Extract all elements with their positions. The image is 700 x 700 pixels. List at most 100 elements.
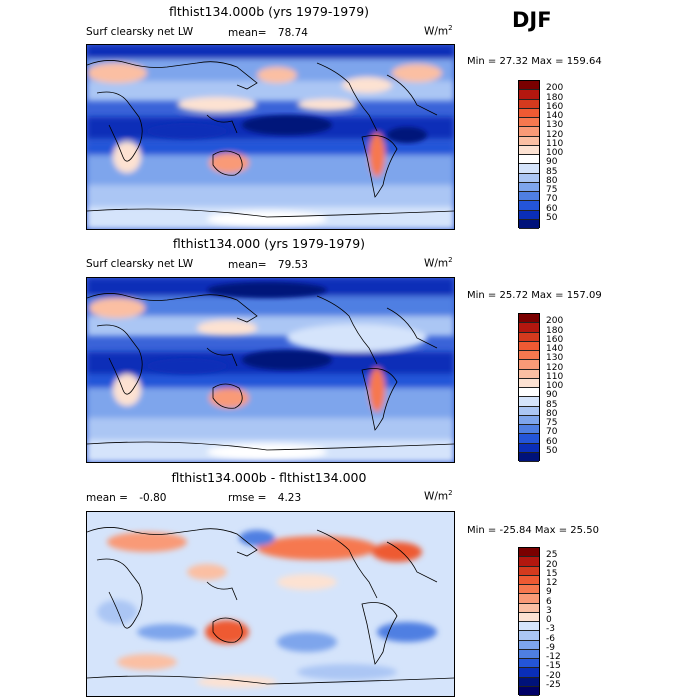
colorbar-swatch [519,136,539,146]
colorbar-swatch [519,99,539,109]
colorbar-swatch [519,548,539,558]
colorbar-swatch [519,612,539,622]
colorbar-tick-label: 75 [546,418,558,428]
colorbar-tick-label: 85 [546,399,558,410]
colorbar-swatch [519,173,539,183]
colorbar-tick-label: 75 [546,185,558,195]
colorbar-swatch [519,425,539,435]
colorbar-tick-label: 140 [546,111,564,121]
panel-1-mean: mean= 78.74 [228,27,308,39]
panel-1-title: flthist134.000b (yrs 1979-1979) [168,4,370,19]
colorbar-swatch [519,585,539,595]
colorbar-tick-label: 200 [546,83,564,94]
colorbar-tick-label: 100 [546,381,564,391]
colorbar-tick-label: -9 [546,642,555,653]
colorbar-tick-label: 20 [546,559,558,570]
panel-1-min-max: Min = 27.32 Max = 159.64 [467,56,602,67]
colorbar-swatch [519,686,539,696]
colorbar-swatch [519,452,539,462]
panel-3-units: W/m2 [424,489,453,503]
panel-2-colorbar [518,313,540,462]
colorbar-swatch [519,210,539,220]
colorbar-swatch [519,155,539,165]
colorbar-tick-label: 110 [546,138,564,149]
colorbar-tick-label: 50 [546,212,558,223]
colorbar-tick-label: 100 [546,148,564,158]
colorbar-swatch [519,631,539,641]
colorbar-swatch [519,677,539,687]
colorbar-swatch [519,341,539,351]
colorbar-tick-label: 130 [546,353,564,364]
colorbar-tick-label: 180 [546,92,564,103]
panel-2-mean-label: mean= [228,259,267,271]
panel-1-field-label: Surf clearsky net LW [86,26,194,38]
colorbar-tick-label: 9 [546,587,552,598]
panel-3-colorbar [518,547,540,696]
season-label: DJF [512,8,552,32]
colorbar-tick-label: 160 [546,334,564,345]
panel-1-mean-value: 78.74 [277,27,308,39]
colorbar-tick-label: -6 [546,633,555,644]
colorbar-tick-label: 3 [546,605,552,616]
colorbar-swatch [519,603,539,613]
colorbar-swatch [519,378,539,388]
colorbar-swatch [519,192,539,202]
panel-3-rmse-label: rmse = [228,492,267,504]
colorbar-tick-label: 180 [546,325,564,336]
colorbar-swatch [519,397,539,407]
colorbar-swatch [519,351,539,361]
colorbar-swatch [519,369,539,379]
colorbar-tick-label: 120 [546,129,564,140]
colorbar-tick-label: -3 [546,624,555,635]
colorbar-swatch [519,415,539,425]
colorbar-tick-label: 70 [546,427,558,438]
panel-2-units-text: W/m [424,257,449,270]
colorbar-tick-label: 80 [546,175,558,186]
colorbar-tick-label: 140 [546,344,564,354]
colorbar-tick-label: 130 [546,120,564,131]
panel-3-title: flthist134.000b - flthist134.000 [171,470,367,485]
colorbar-tick-label: -20 [546,670,561,681]
panel-1-units: W/m2 [424,24,453,38]
colorbar-tick-label: 0 [546,615,552,625]
colorbar-tick-label: 70 [546,194,558,205]
colorbar-swatch [519,640,539,650]
panel-1-colorbar [518,80,540,229]
colorbar-tick-label: -12 [546,652,561,662]
colorbar-tick-label: 12 [546,578,558,588]
colorbar-tick-label: 120 [546,362,564,373]
colorbar-tick-label: 200 [546,316,564,327]
colorbar-swatch [519,145,539,155]
colorbar-swatch [519,332,539,342]
colorbar-tick-label: 6 [546,596,552,607]
colorbar-swatch [519,164,539,174]
colorbar-swatch [519,659,539,669]
panel-3-units-text: W/m [424,490,449,503]
panel-2-units-exp: 2 [448,256,453,264]
panel-2-units: W/m2 [424,256,453,270]
panel-2-title: flthist134.000 (yrs 1979-1979) [172,236,366,251]
panel-3-mean-value: -0.80 [139,492,167,504]
colorbar-tick-label: 25 [546,550,558,561]
colorbar-swatch [519,127,539,137]
colorbar-tick-label: 160 [546,101,564,112]
panel-2-field-label: Surf clearsky net LW [86,258,194,270]
colorbar-swatch [519,649,539,659]
panel-3-map [86,511,455,697]
panel-1-units-exp: 2 [448,24,453,32]
colorbar-swatch [519,360,539,370]
colorbar-swatch [519,90,539,100]
colorbar-tick-label: 15 [546,568,558,579]
colorbar-tick-label: -15 [546,661,561,672]
colorbar-tick-label: 90 [546,390,558,401]
colorbar-swatch [519,566,539,576]
colorbar-swatch [519,314,539,324]
panel-1-mean-label: mean= [228,27,267,39]
colorbar-swatch [519,219,539,229]
colorbar-tick-label: 110 [546,371,564,382]
colorbar-swatch [519,323,539,333]
colorbar-swatch [519,622,539,632]
colorbar-swatch [519,594,539,604]
panel-2-map [86,277,455,463]
colorbar-swatch [519,201,539,211]
